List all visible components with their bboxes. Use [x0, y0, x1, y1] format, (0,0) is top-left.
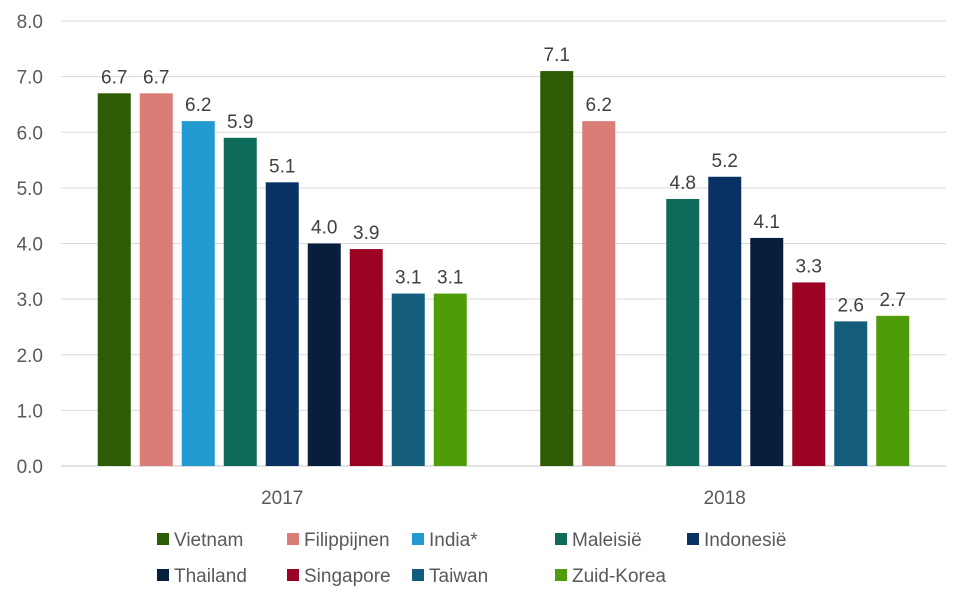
legend-marker — [287, 569, 299, 581]
y-tick-label: 5.0 — [17, 179, 43, 200]
category-label: 2017 — [261, 488, 303, 509]
data-label: 4.1 — [754, 212, 780, 233]
bar-zuid-korea-2018 — [876, 315, 910, 466]
legend-label: Filippijnen — [304, 530, 390, 551]
y-axis-tick-labels: 0.0 1.0 2.0 3.0 4.0 5.0 6.0 7.0 8.0 — [17, 12, 43, 478]
legend-label: Zuid-Korea — [572, 566, 666, 587]
data-label: 5.9 — [227, 112, 253, 133]
legend-marker — [157, 533, 169, 545]
data-label: 6.7 — [101, 67, 127, 88]
legend-item: Singapore — [287, 566, 391, 587]
legend-label: Vietnam — [174, 530, 243, 551]
y-tick-label: 2.0 — [17, 346, 43, 367]
legend-label: Singapore — [304, 566, 391, 587]
bar-zuid-korea-2017 — [433, 293, 467, 466]
y-tick-label: 1.0 — [17, 401, 43, 422]
legend-marker — [412, 533, 424, 545]
bar-vietnam-2017 — [97, 93, 131, 466]
y-tick-label: 8.0 — [17, 12, 43, 33]
data-label: 4.0 — [311, 218, 337, 239]
legend-label: Maleisië — [572, 530, 642, 551]
legend-label: Taiwan — [429, 566, 488, 587]
data-label: 6.2 — [586, 95, 612, 116]
bar-filippijnen-2018 — [582, 121, 616, 466]
data-label: 5.2 — [712, 151, 738, 172]
bars — [97, 71, 910, 466]
bar-singapore-2017 — [349, 249, 383, 466]
y-tick-label: 0.0 — [17, 457, 43, 478]
data-label: 6.7 — [143, 67, 169, 88]
bar-maleisi--2017 — [223, 137, 257, 466]
legend-marker — [287, 533, 299, 545]
data-label: 3.1 — [395, 268, 421, 289]
data-labels: 6.7 6.7 6.2 5.9 5.1 4.0 3.9 3.1 3.1 7.1 6.2 4.8 5.2 4… — [101, 45, 906, 316]
data-label: 5.1 — [269, 156, 295, 177]
y-tick-label: 4.0 — [17, 235, 43, 256]
bar-singapore-2018 — [792, 282, 826, 466]
data-label: 3.1 — [437, 268, 463, 289]
bar-thailand-2018 — [750, 237, 784, 466]
data-label: 7.1 — [544, 45, 570, 66]
legend-item: Indonesië — [687, 530, 786, 551]
bar-taiwan-2017 — [391, 293, 425, 466]
legend-item: Filippijnen — [287, 530, 390, 551]
legend-marker — [555, 569, 567, 581]
data-label: 3.3 — [796, 256, 822, 277]
y-tick-label: 3.0 — [17, 290, 43, 311]
bar-india--2017 — [181, 121, 215, 466]
legend-label: India* — [429, 530, 478, 551]
bar-indonesi--2018 — [708, 176, 742, 466]
legend-item: Taiwan — [412, 566, 488, 587]
legend-marker — [412, 569, 424, 581]
legend-item: Vietnam — [157, 530, 243, 551]
bar-thailand-2017 — [307, 243, 341, 466]
legend-item: India* — [412, 530, 478, 551]
y-tick-label: 6.0 — [17, 123, 43, 144]
bar-filippijnen-2017 — [139, 93, 173, 466]
data-label: 6.2 — [185, 95, 211, 116]
data-label: 2.6 — [838, 295, 864, 316]
legend-marker — [555, 533, 567, 545]
legend-marker — [157, 569, 169, 581]
legend-marker — [687, 533, 699, 545]
legend-label: Thailand — [174, 566, 247, 587]
data-label: 3.9 — [353, 223, 379, 244]
data-label: 2.7 — [880, 290, 906, 311]
legend-label: Indonesië — [704, 530, 786, 551]
legend-item: Zuid-Korea — [555, 566, 666, 587]
y-tick-label: 7.0 — [17, 68, 43, 89]
bar-vietnam-2018 — [540, 71, 574, 466]
legend: Vietnam Filippijnen India* Maleisië Indonesi… — [157, 530, 786, 587]
category-label: 2018 — [704, 488, 746, 509]
legend-item: Maleisië — [555, 530, 642, 551]
data-label: 4.8 — [670, 173, 696, 194]
legend-item: Thailand — [157, 566, 247, 587]
bar-maleisi--2018 — [666, 199, 700, 466]
x-axis-category-labels: 2017 2018 — [261, 488, 746, 509]
bar-indonesi--2017 — [265, 182, 299, 466]
bar-taiwan-2018 — [834, 321, 868, 466]
